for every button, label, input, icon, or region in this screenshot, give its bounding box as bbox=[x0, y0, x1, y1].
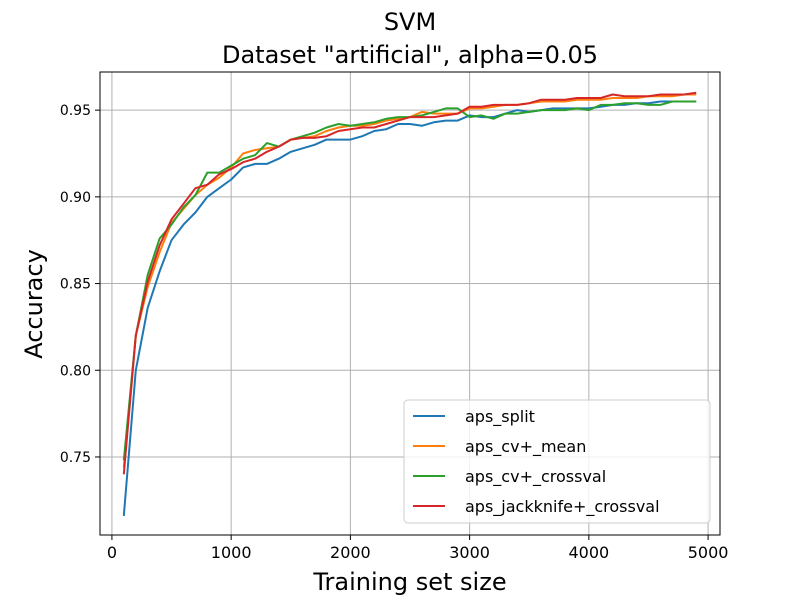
y-tick-label: 0.75 bbox=[60, 450, 91, 466]
x-tick-label: 5000 bbox=[688, 543, 729, 562]
x-tick-label: 4000 bbox=[568, 543, 609, 562]
y-tick-label: 0.90 bbox=[60, 190, 91, 206]
plot-frame bbox=[99, 71, 721, 536]
legend-label-aps-jackknife-crossval: aps_jackknife+_crossval bbox=[465, 497, 660, 517]
y-tick-label: 0.80 bbox=[60, 363, 91, 379]
y-tick-label: 0.95 bbox=[60, 103, 91, 119]
legend-label-aps-cv-mean: aps_cv+_mean bbox=[465, 437, 586, 457]
x-tick-label: 1000 bbox=[211, 543, 252, 562]
grid bbox=[100, 72, 720, 535]
x-axis-label: Training set size bbox=[312, 568, 506, 596]
legend-label-aps-split: aps_split bbox=[465, 407, 535, 427]
legend-box bbox=[403, 399, 711, 524]
series-lines bbox=[122, 91, 697, 516]
chart-title-line2: Dataset "artificial", alpha=0.05 bbox=[222, 41, 598, 69]
axis-ticks: 0 1000 2000 3000 4000 5000 0.75 0.80 0.85 0.90 0.9… bbox=[60, 103, 729, 562]
x-tick-label: 3000 bbox=[449, 543, 490, 562]
x-tick-label: 2000 bbox=[330, 543, 371, 562]
y-tick-label: 0.85 bbox=[60, 277, 91, 293]
series-line-aps-split bbox=[122, 100, 697, 516]
series-line-aps-jackknife-crossval bbox=[122, 91, 697, 475]
chart-title-line1: SVM bbox=[384, 8, 436, 36]
y-axis-label: Accuracy bbox=[20, 249, 48, 359]
legend: aps_split aps_cv+_mean aps_cv+_crossvalaps… bbox=[403, 399, 711, 524]
legend-label-aps-cv-crossval: aps_cv+_crossval bbox=[465, 467, 606, 487]
x-tick-label: 0 bbox=[107, 543, 117, 562]
